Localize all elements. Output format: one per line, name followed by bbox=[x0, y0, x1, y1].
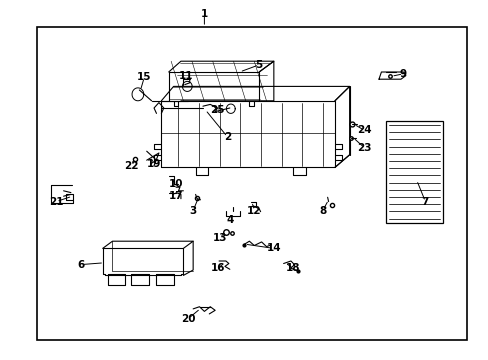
Text: 11: 11 bbox=[178, 71, 193, 81]
Text: 12: 12 bbox=[246, 206, 261, 216]
Text: 18: 18 bbox=[285, 263, 300, 273]
Text: 1: 1 bbox=[201, 9, 207, 19]
Text: 4: 4 bbox=[225, 215, 233, 225]
Text: 6: 6 bbox=[77, 260, 84, 270]
Bar bbox=[386, 121, 442, 223]
Text: 8: 8 bbox=[319, 206, 325, 216]
Text: 9: 9 bbox=[399, 69, 406, 79]
Text: 5: 5 bbox=[255, 60, 262, 70]
Text: 19: 19 bbox=[146, 159, 161, 169]
Text: 2: 2 bbox=[224, 132, 230, 142]
Text: 23: 23 bbox=[356, 143, 371, 153]
Text: 22: 22 bbox=[123, 161, 138, 171]
Text: 17: 17 bbox=[168, 191, 183, 201]
Text: 21: 21 bbox=[49, 197, 63, 207]
Text: 10: 10 bbox=[168, 179, 183, 189]
Text: 16: 16 bbox=[210, 263, 224, 273]
Text: 3: 3 bbox=[189, 206, 196, 216]
Text: 15: 15 bbox=[137, 72, 151, 82]
Text: 13: 13 bbox=[212, 233, 227, 243]
Bar bbox=[37, 27, 466, 340]
Text: 25: 25 bbox=[210, 105, 224, 115]
Text: 20: 20 bbox=[181, 314, 195, 324]
Text: 7: 7 bbox=[421, 197, 428, 207]
Text: 24: 24 bbox=[356, 125, 371, 135]
Text: 14: 14 bbox=[266, 243, 281, 253]
